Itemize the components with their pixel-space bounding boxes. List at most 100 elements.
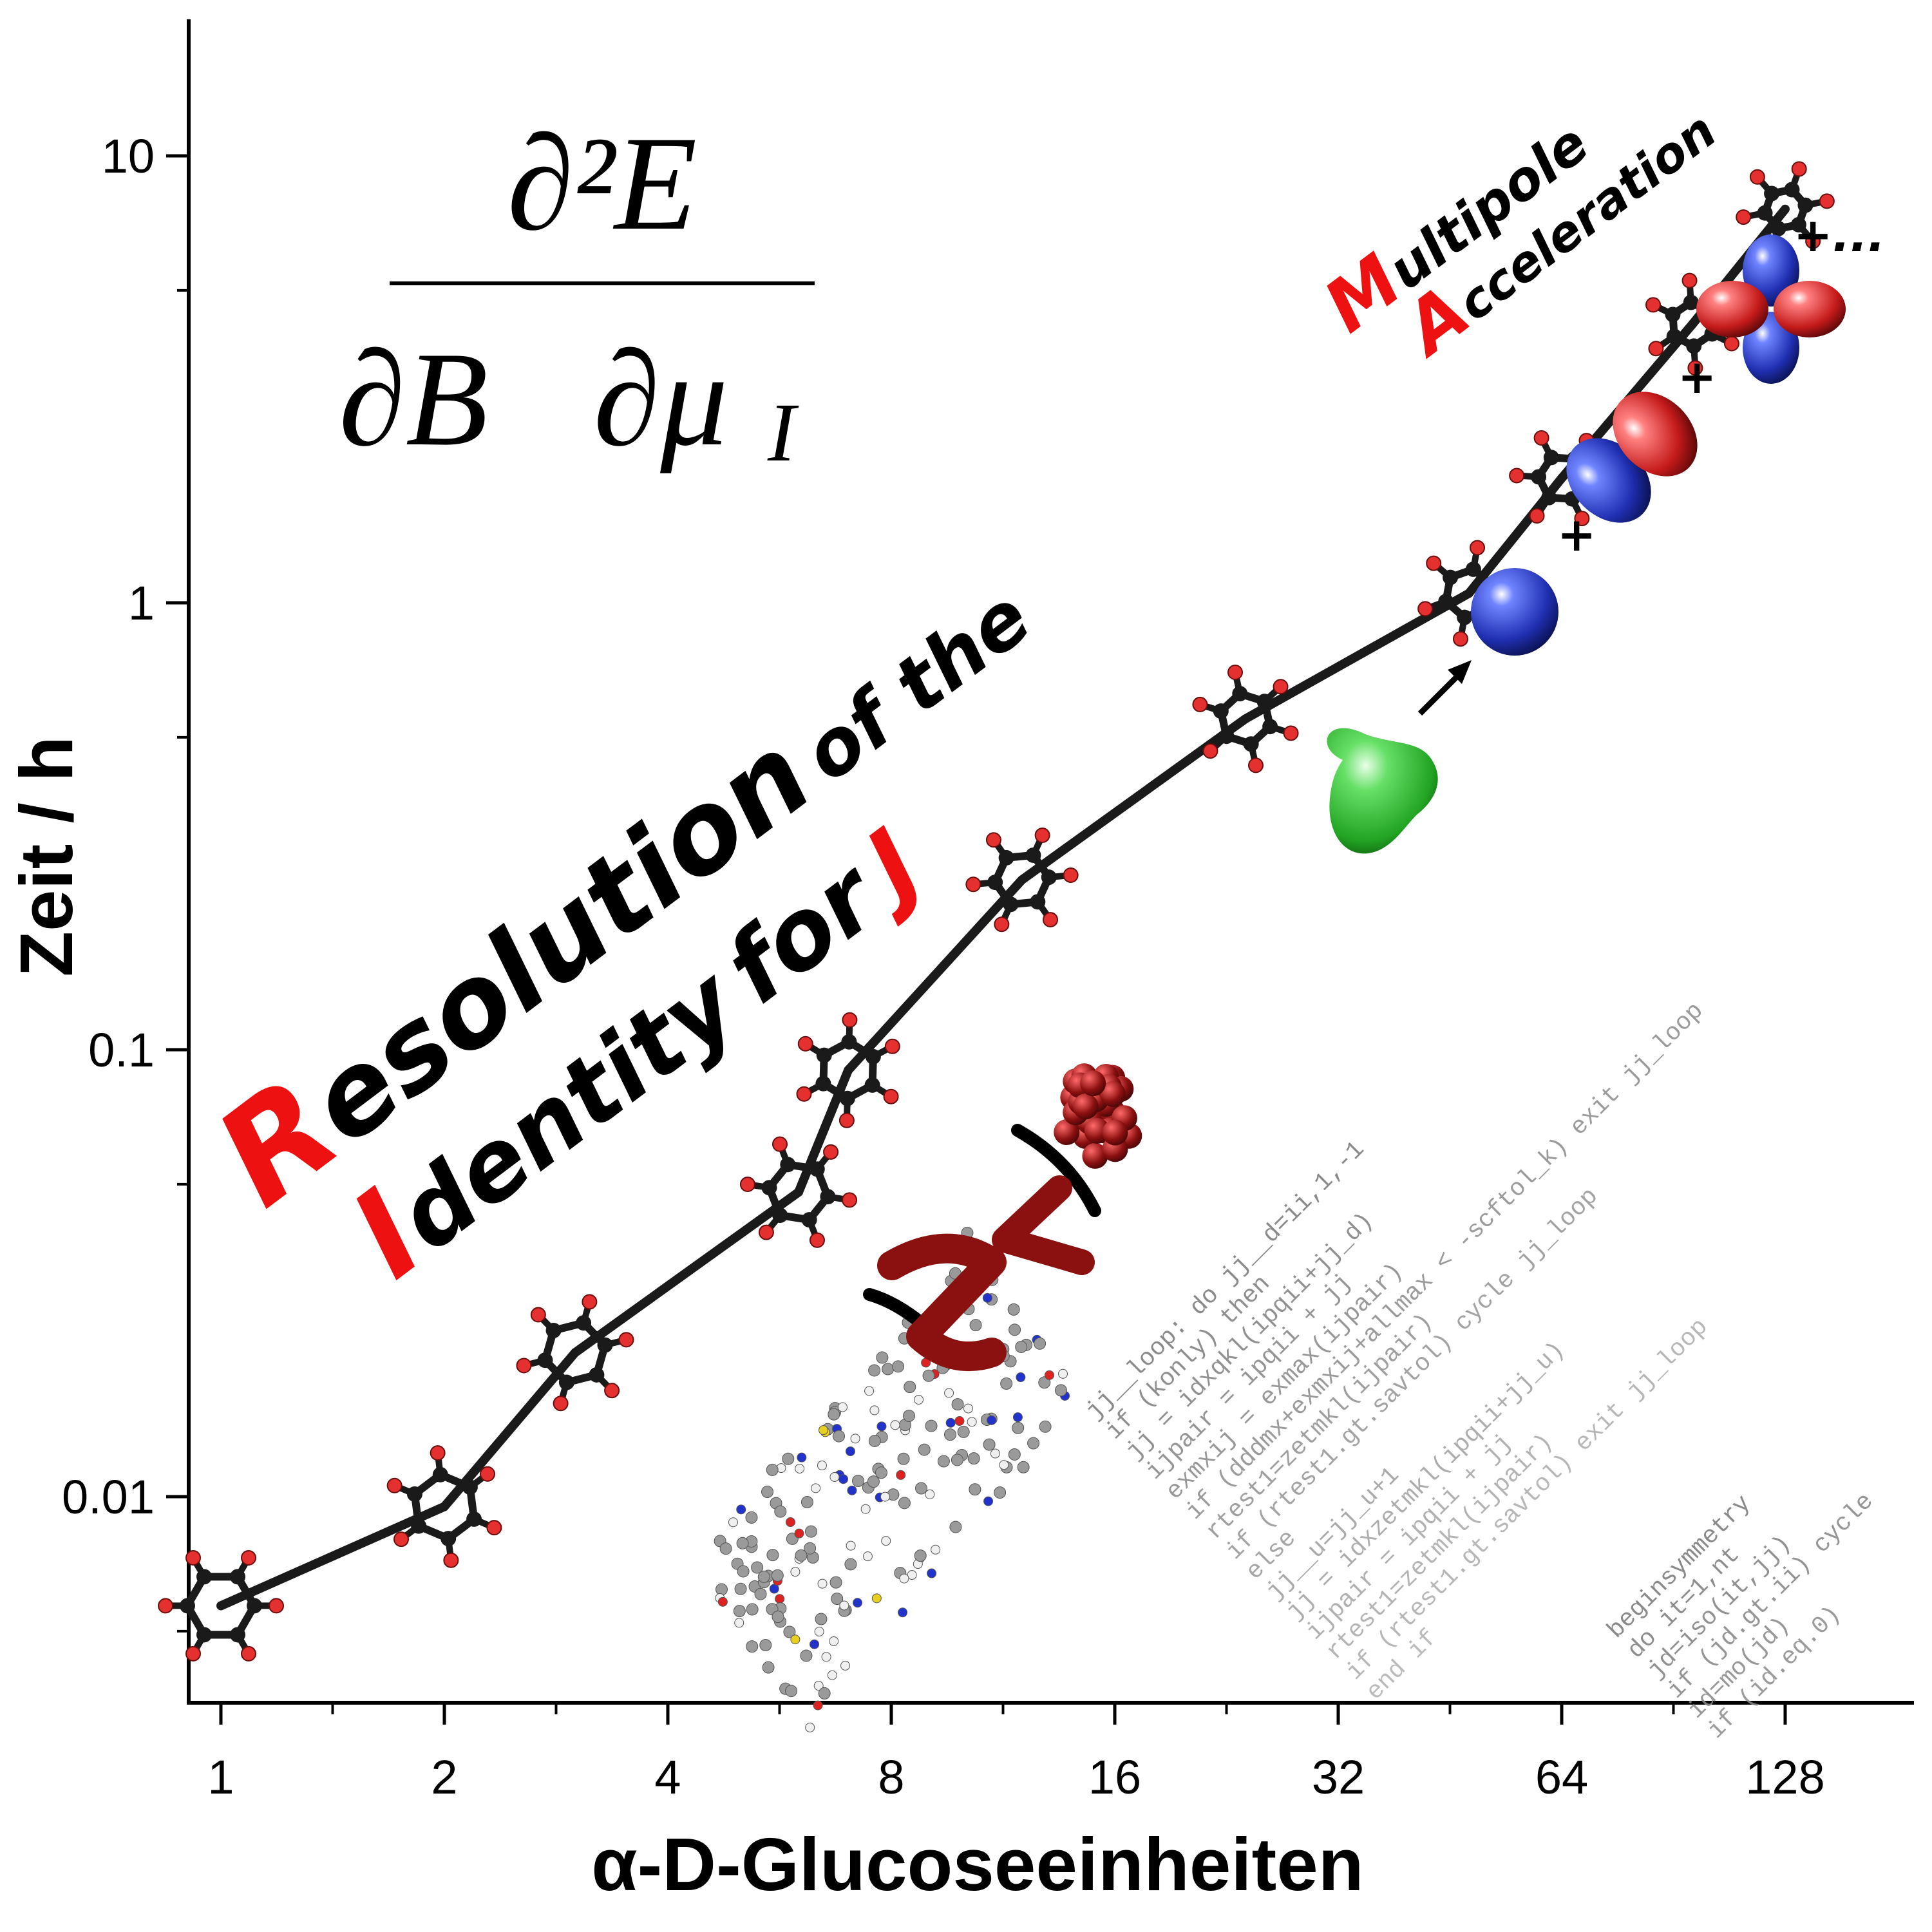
oxygen-atom (884, 1038, 900, 1054)
protein-atom (800, 1649, 813, 1662)
protein-atom (945, 1417, 956, 1428)
protein-atom (864, 1386, 875, 1396)
protein-atom (1015, 1340, 1028, 1353)
protein-atom (944, 1388, 954, 1398)
protein-atom (983, 1438, 996, 1451)
protein-atom (994, 1486, 1007, 1499)
protein-atom (844, 1558, 857, 1571)
oxygen-atom (486, 1520, 502, 1536)
protein-atom (813, 1700, 823, 1710)
protein-atom (1017, 1461, 1030, 1473)
protein-atom (943, 1428, 956, 1441)
protein-atom (746, 1640, 759, 1653)
carbon-atom (809, 1161, 825, 1177)
protein-atom (881, 1536, 891, 1546)
carbon-atom (772, 1208, 788, 1224)
oxygen-atom (1283, 725, 1299, 741)
oxygen-atom (1034, 828, 1050, 844)
x-tick-label: 16 (1088, 1750, 1141, 1804)
protein-atom (1008, 1448, 1021, 1461)
oxygen-atom (393, 1531, 409, 1548)
carbon-atom (761, 1180, 777, 1196)
carbon-atom (545, 1322, 562, 1338)
oxygen-atom (241, 1645, 256, 1662)
protein-atom (837, 1402, 848, 1412)
cluster-atom (1072, 1094, 1099, 1120)
carbon-atom (576, 1315, 592, 1331)
protein-atom (914, 1549, 927, 1562)
oxygen-atom (823, 1144, 839, 1160)
cluster-atom (1054, 1119, 1080, 1146)
code-block-2: beginsymmetry do it=1,nt jd=iso(it,jj) i… (1602, 1488, 1879, 1745)
glucose-unit (965, 828, 1079, 933)
oxygen-atom (1417, 601, 1434, 617)
oxygen-atom (582, 1294, 598, 1310)
protein-atom (757, 1570, 770, 1583)
protein-atom (827, 1670, 837, 1680)
carbon-atom (537, 1352, 553, 1368)
protein-atom (963, 1403, 973, 1414)
glucose-unit (739, 1136, 858, 1248)
protein-atom (1007, 1303, 1020, 1316)
protein-atom (845, 1446, 855, 1457)
charge-density-blob (1327, 728, 1438, 854)
multipole-expansion: + + +... (1327, 208, 1885, 854)
protein-atom (838, 1474, 849, 1484)
protein-atom (899, 1573, 909, 1584)
angle-bracket (992, 1175, 1095, 1275)
protein-atom (829, 1472, 840, 1482)
carbon-atom (815, 1075, 831, 1092)
carbon-atom (1541, 489, 1557, 506)
oxygen-atom (985, 832, 1001, 848)
carbon-atom (558, 1374, 574, 1390)
protein-atom (925, 1419, 938, 1432)
protein-atom (817, 1578, 828, 1589)
y-tick-label: 1 (128, 576, 155, 630)
protein-atom (914, 1482, 927, 1495)
protein-atom (954, 1416, 965, 1426)
oxygen-atom (772, 1136, 788, 1152)
carbon-atom (864, 1077, 880, 1093)
protein-atom (769, 1584, 779, 1594)
protein-atom (1009, 1323, 1021, 1336)
chain-bond (216, 1502, 449, 1611)
formula-subscript: I (767, 386, 799, 479)
protein-atom (951, 1454, 963, 1466)
protein-atom (927, 1568, 937, 1578)
protein-atom (734, 1582, 747, 1595)
protein-atom (890, 1420, 900, 1430)
protein-atom (829, 1576, 842, 1589)
oxygen-atom (1063, 867, 1079, 883)
protein-atom (882, 1363, 895, 1376)
protein-atom (1000, 1377, 1013, 1390)
protein-atom (969, 1319, 982, 1332)
protein-atom (818, 1425, 828, 1435)
chain-bond (1017, 714, 1250, 885)
carbon-atom (998, 849, 1014, 866)
carbon-atom (1262, 719, 1278, 735)
carbon-atom (196, 1569, 212, 1585)
protein-atom (815, 1613, 828, 1625)
carbon-atom (841, 1034, 857, 1050)
x-tick-label: 32 (1312, 1750, 1365, 1804)
glucose-unit (386, 1445, 502, 1568)
protein-atom (967, 1417, 977, 1427)
dipole-lobe-positive (1613, 392, 1698, 477)
oxygen-atom (1509, 468, 1525, 484)
oxygen-atom (158, 1598, 173, 1614)
protein-atom (719, 1542, 732, 1555)
protein-atom (867, 1475, 880, 1488)
carbon-atom (987, 875, 1003, 891)
protein-atom (821, 1652, 831, 1662)
oxygen-atom (1247, 757, 1264, 773)
carbon-atom (1438, 594, 1454, 610)
protein-atom (785, 1685, 798, 1698)
protein-atom (1034, 1337, 1046, 1350)
chain-bond (570, 1188, 803, 1358)
protein-atom (896, 1470, 906, 1480)
protein-atom (813, 1681, 824, 1691)
carbon-atom (865, 1048, 881, 1065)
monopole-sphere (1471, 568, 1558, 656)
carbon-atom (406, 1486, 422, 1502)
oxygen-atom (842, 1192, 858, 1208)
